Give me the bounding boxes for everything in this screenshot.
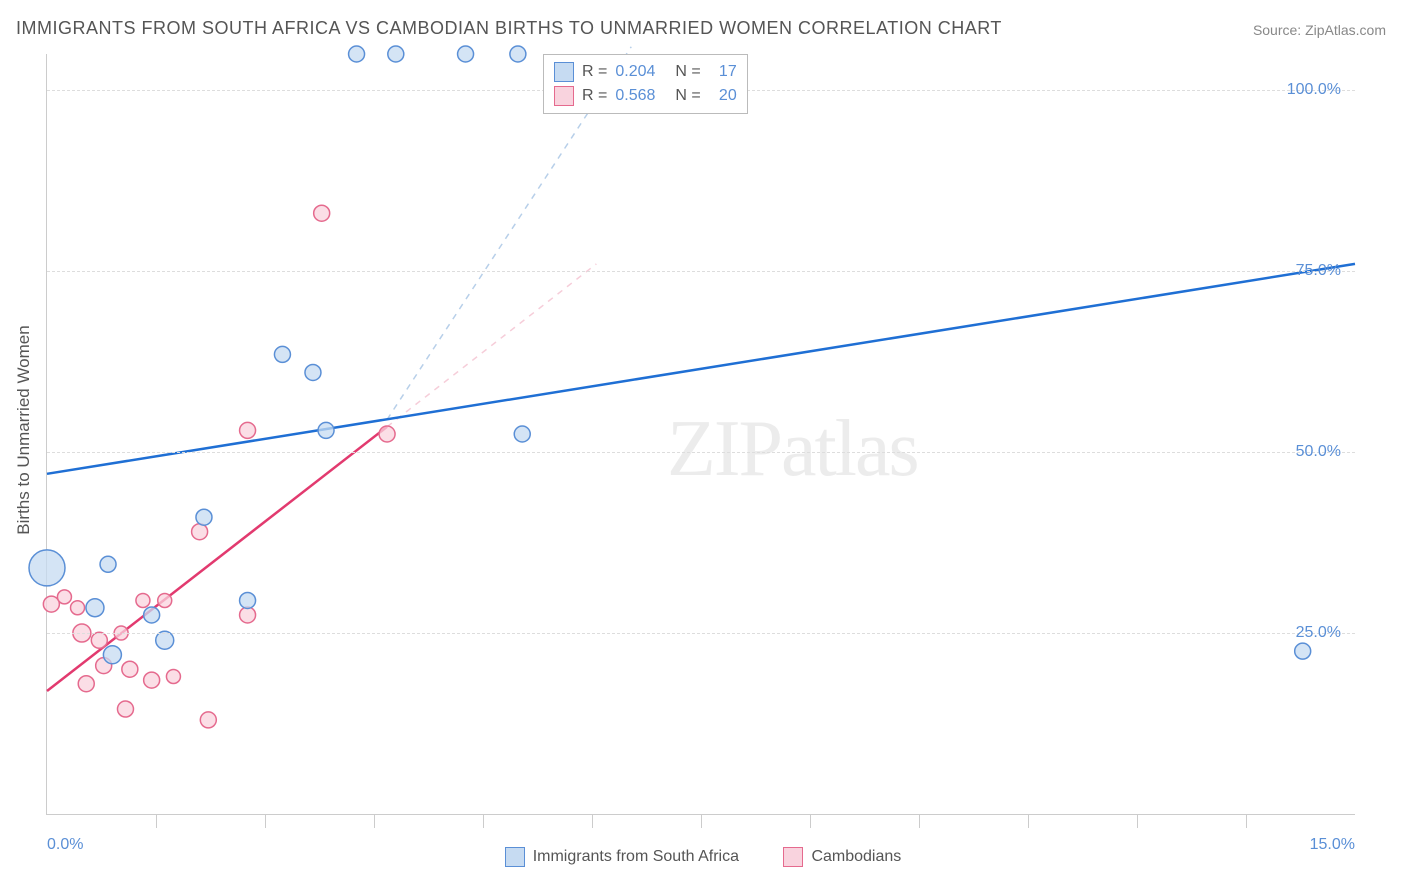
y-tick-label: 75.0% — [1296, 262, 1341, 280]
legend-bottom: Immigrants from South Africa Cambodians — [0, 847, 1406, 872]
chart-title: IMMIGRANTS FROM SOUTH AFRICA VS CAMBODIA… — [16, 18, 1002, 39]
legend-label-series2: Cambodians — [811, 848, 901, 866]
legend-item-series2: Cambodians — [783, 847, 901, 867]
legend-item-series1: Immigrants from South Africa — [505, 847, 739, 867]
y-tick-label: 100.0% — [1287, 81, 1341, 99]
source-label: Source: ZipAtlas.com — [1253, 22, 1386, 38]
y-tick-label: 25.0% — [1296, 624, 1341, 642]
plot-area: ZIPatlas 25.0%50.0%75.0%100.0%0.0%15.0% — [46, 54, 1355, 815]
chart-container: IMMIGRANTS FROM SOUTH AFRICA VS CAMBODIA… — [0, 0, 1406, 892]
swatch-series1 — [505, 847, 525, 867]
chart-svg — [47, 54, 1355, 814]
y-tick-label: 50.0% — [1296, 443, 1341, 461]
legend-label-series1: Immigrants from South Africa — [533, 848, 739, 866]
swatch-series2 — [783, 847, 803, 867]
y-axis-label: Births to Unmarried Women — [14, 325, 34, 534]
legend-stats-box: R = 0.204 N = 17 R = 0.568 N = 20 — [543, 54, 748, 114]
